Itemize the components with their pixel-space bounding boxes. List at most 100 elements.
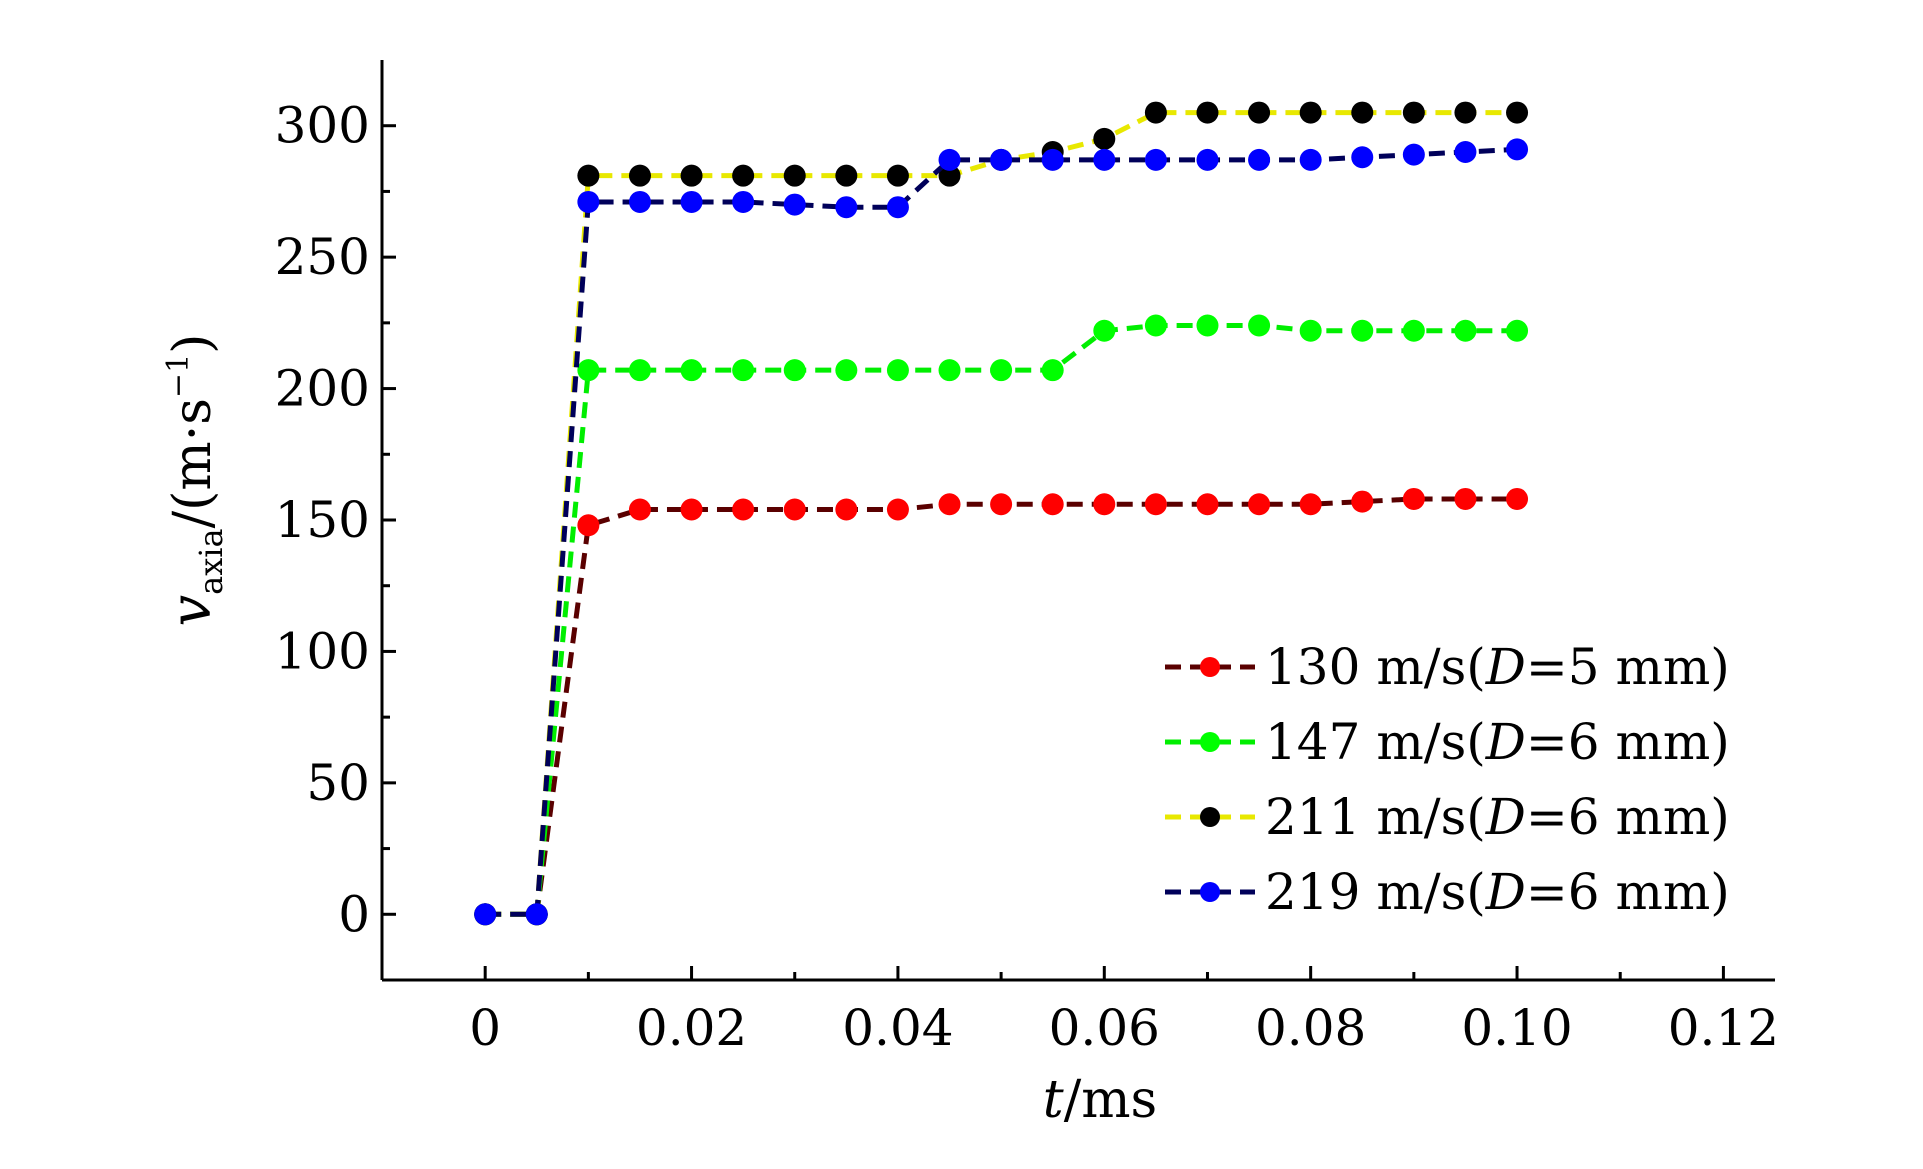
- y-tick-label: 100: [275, 622, 370, 680]
- data-point: [1248, 148, 1271, 171]
- tick-marks: [382, 124, 1725, 980]
- data-point: [1144, 101, 1167, 124]
- legend-swatch-marker: [1200, 882, 1220, 902]
- data-point: [886, 359, 909, 382]
- y-tick-label: 150: [275, 491, 370, 549]
- y-axis-title: vaxia/(m·s−1): [159, 334, 230, 627]
- data-point: [783, 359, 806, 382]
- data-point: [938, 359, 961, 382]
- data-point: [474, 903, 497, 926]
- data-point: [1351, 146, 1374, 169]
- x-axis-title: t/ms: [1043, 1070, 1157, 1130]
- data-point: [1454, 141, 1477, 163]
- data-point: [783, 164, 806, 187]
- data-point: [1402, 101, 1425, 124]
- data-point: [1041, 359, 1064, 382]
- data-point: [1402, 143, 1425, 166]
- series-2: [474, 314, 1529, 926]
- data-point: [1093, 127, 1116, 150]
- data-point: [577, 190, 600, 213]
- legend-swatch-marker: [1200, 657, 1220, 677]
- data-point: [577, 514, 600, 537]
- data-point: [680, 498, 703, 521]
- tick-labels: 0 0.02 0.04 0.06 0.08 0.10 0.12 0 50 100 150 200 250…: [275, 97, 1780, 1057]
- data-point: [886, 498, 909, 521]
- data-point: [525, 903, 548, 926]
- data-point: [680, 164, 703, 187]
- data-point: [577, 164, 600, 187]
- legend-label: 211 m/s(D=6 mm): [1265, 788, 1730, 846]
- data-point: [1041, 148, 1064, 171]
- data-point: [1144, 314, 1167, 337]
- data-point: [1196, 148, 1219, 171]
- legend-swatch-marker: [1200, 807, 1220, 827]
- series-4: [474, 138, 1529, 926]
- data-point: [938, 493, 961, 516]
- x-tick-label: 0.02: [636, 999, 747, 1057]
- data-point: [1506, 138, 1529, 161]
- data-point: [1248, 101, 1271, 124]
- x-tick-label: 0.08: [1255, 999, 1366, 1057]
- data-point: [732, 190, 755, 213]
- data-point: [680, 190, 703, 213]
- y-tick-label: 0: [338, 885, 370, 943]
- data-point: [990, 493, 1013, 516]
- data-point: [1248, 493, 1271, 516]
- data-point: [835, 498, 858, 521]
- legend-label: 147 m/s(D=6 mm): [1265, 713, 1730, 771]
- data-point: [1196, 314, 1219, 337]
- data-point: [1196, 493, 1219, 516]
- data-point: [680, 359, 703, 382]
- data-point: [1351, 490, 1374, 513]
- data-point: [1506, 487, 1529, 510]
- data-point: [1454, 487, 1477, 510]
- data-point: [1351, 319, 1374, 342]
- data-point: [1402, 319, 1425, 342]
- data-point: [835, 359, 858, 382]
- legend-swatch-marker: [1200, 732, 1220, 752]
- data-point: [1454, 319, 1477, 342]
- data-point: [1144, 148, 1167, 171]
- data-point: [1299, 319, 1322, 342]
- series-1: [474, 487, 1529, 926]
- data-point: [732, 164, 755, 187]
- data-point: [628, 359, 651, 382]
- data-point: [628, 498, 651, 521]
- data-point: [886, 164, 909, 187]
- data-point: [990, 148, 1013, 171]
- data-point: [1299, 493, 1322, 516]
- legend-label: 130 m/s(D=5 mm): [1265, 638, 1730, 696]
- legend-label: 219 m/s(D=6 mm): [1265, 863, 1730, 921]
- data-point: [1402, 487, 1425, 510]
- x-tick-label: 0.06: [1049, 999, 1160, 1057]
- data-point: [938, 164, 961, 187]
- series-line: [485, 146, 1518, 917]
- data-point: [1351, 101, 1374, 124]
- data-point: [1093, 493, 1116, 516]
- series-group: [474, 101, 1529, 926]
- legend-item-3: 211 m/s(D=6 mm): [1165, 788, 1730, 846]
- x-tick-label: 0: [469, 999, 501, 1057]
- legend-item-1: 130 m/s(D=5 mm): [1165, 638, 1730, 696]
- legend: 130 m/s(D=5 mm) 147 m/s(D=6 mm) 211 m/s(D=…: [1165, 638, 1730, 921]
- x-tick-label: 0.12: [1668, 999, 1779, 1057]
- data-point: [783, 193, 806, 216]
- legend-item-4: 219 m/s(D=6 mm): [1165, 863, 1730, 921]
- data-point: [990, 359, 1013, 382]
- data-point: [1506, 101, 1529, 124]
- data-point: [1299, 101, 1322, 124]
- y-tick-label: 300: [275, 97, 370, 155]
- x-tick-label: 0.04: [842, 999, 953, 1057]
- y-tick-label: 200: [275, 360, 370, 418]
- data-point: [1041, 493, 1064, 516]
- data-point: [835, 196, 858, 219]
- data-point: [732, 498, 755, 521]
- data-point: [1506, 319, 1529, 342]
- x-tick-label: 0.10: [1461, 999, 1572, 1057]
- data-point: [783, 498, 806, 521]
- data-point: [1093, 319, 1116, 342]
- data-point: [1454, 101, 1477, 124]
- y-tick-label: 250: [275, 228, 370, 286]
- data-point: [628, 190, 651, 213]
